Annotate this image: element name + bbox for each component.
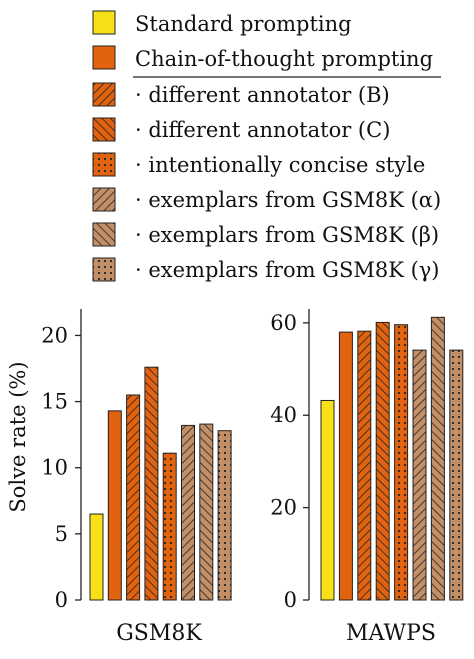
panel-gsm8k: 0 5 10 15 20 [41, 309, 232, 612]
bar-mawps-gsm8k-beta [430, 316, 445, 601]
legend-swatch-concise [92, 152, 116, 177]
panel-mawps: 0 20 40 60 [270, 309, 464, 612]
y-tick-label-gsm8k-0: 0 [55, 588, 68, 612]
bar-gsm8k-standard [89, 513, 104, 601]
y-tick-label-mawps-40: 40 [270, 403, 297, 427]
legend-label-gsm8k-alpha: · exemplars from GSM8K (α) [135, 188, 441, 212]
y-tick-label-gsm8k-20: 20 [41, 323, 68, 347]
y-tick-label-gsm8k-5: 5 [55, 522, 68, 546]
bar-gsm8k-gsm8k-alpha [181, 424, 195, 601]
y-tick-label-gsm8k-10: 10 [41, 456, 68, 480]
legend-swatch-gsm8k-gamma [92, 257, 116, 282]
legend-label-gsm8k-gamma: · exemplars from GSM8K (γ) [135, 258, 440, 282]
bar-mawps-standard [320, 399, 335, 601]
x-axis-label-mawps: MAWPS [346, 621, 436, 646]
legend-item-gsm8k-beta: · exemplars from GSM8K (β) [92, 222, 439, 247]
legend-item-annotator-c: · different annotator (C) [92, 117, 390, 142]
bar-mawps-gsm8k-alpha [412, 349, 427, 601]
bar-gsm8k-annotator-b [126, 394, 141, 601]
bar-gsm8k-annotator-c [144, 366, 159, 601]
legend-item-gsm8k-alpha: · exemplars from GSM8K (α) [92, 187, 441, 212]
legend-swatch-gsm8k-alpha [92, 187, 116, 212]
y-axis-label: Solve rate (%) [6, 361, 30, 512]
y-tick-label-mawps-20: 20 [270, 496, 297, 520]
y-tick-label-mawps-60: 60 [270, 311, 297, 335]
y-tick-label-gsm8k-15: 15 [41, 390, 68, 414]
legend-label-annotator-c: · different annotator (C) [135, 118, 390, 142]
bar-gsm8k-gsm8k-beta [199, 423, 214, 601]
legend-swatch-annotator-c [92, 117, 116, 142]
legend-swatch-gsm8k-beta [92, 222, 116, 247]
bar-mawps-annotator-c [375, 321, 390, 601]
legend-label-gsm8k-beta: · exemplars from GSM8K (β) [135, 223, 439, 247]
legend-label-concise: · intentionally concise style [135, 153, 425, 177]
bar-mawps-annotator-b [357, 330, 372, 601]
legend-item-standard: Standard prompting [92, 10, 352, 36]
legend-label-standard: Standard prompting [135, 12, 352, 36]
bar-mawps-cot [338, 331, 353, 601]
bar-gsm8k-cot [107, 410, 122, 601]
legend-label-annotator-b: · different annotator (B) [135, 83, 390, 107]
legend-item-concise: · intentionally concise style [92, 152, 425, 177]
legend-item-annotator-b: · different annotator (B) [92, 82, 390, 107]
legend-swatch-standard [92, 10, 116, 35]
bar-mawps-gsm8k-gamma [449, 349, 464, 601]
legend-item-cot: Chain-of-thought prompting [92, 45, 433, 71]
y-tick-label-mawps-0: 0 [284, 588, 297, 612]
legend-item-gsm8k-gamma: · exemplars from GSM8K (γ) [92, 257, 440, 282]
bar-gsm8k-concise [162, 452, 177, 601]
bar-gsm8k-gsm8k-gamma [217, 430, 232, 601]
legend: Standard prompting Chain-of-thought prom… [92, 10, 441, 282]
bar-mawps-concise [394, 324, 409, 601]
legend-label-cot: Chain-of-thought prompting [135, 47, 433, 71]
legend-swatch-cot [92, 45, 116, 70]
x-axis-label-gsm8k: GSM8K [116, 621, 202, 646]
legend-swatch-annotator-b [92, 82, 116, 107]
